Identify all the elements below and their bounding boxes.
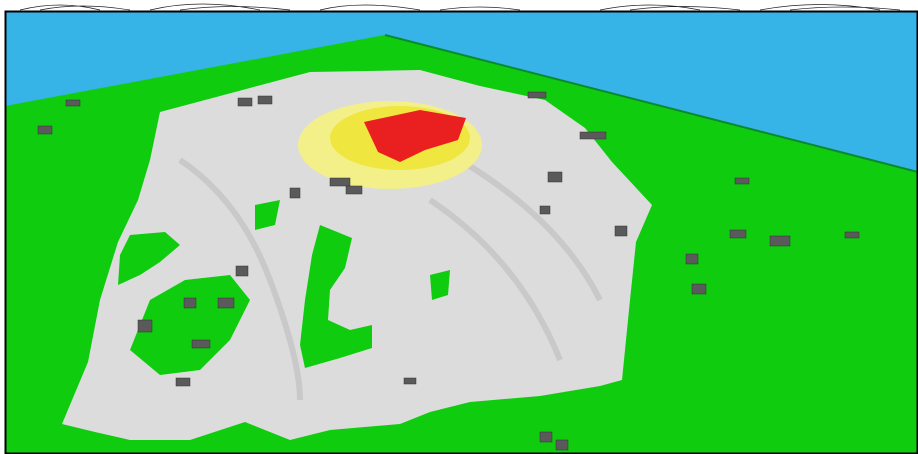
building bbox=[257, 95, 273, 105]
building bbox=[289, 187, 301, 199]
building bbox=[527, 91, 547, 99]
building bbox=[539, 205, 551, 215]
building bbox=[691, 283, 707, 295]
green-gap bbox=[255, 200, 280, 230]
building bbox=[844, 231, 860, 239]
contour-strip bbox=[0, 0, 918, 11]
inner-zone bbox=[364, 110, 466, 162]
building bbox=[769, 235, 791, 247]
building bbox=[191, 339, 211, 349]
building bbox=[329, 177, 351, 187]
horizon-ridge bbox=[384, 34, 918, 173]
building bbox=[734, 177, 750, 185]
building bbox=[729, 229, 747, 239]
building bbox=[539, 431, 553, 443]
contour-lines bbox=[19, 3, 901, 11]
building bbox=[235, 265, 249, 277]
building bbox=[403, 377, 417, 385]
building bbox=[614, 225, 628, 237]
building bbox=[345, 185, 363, 195]
building bbox=[137, 319, 153, 333]
green-gap bbox=[430, 270, 450, 300]
building bbox=[237, 97, 253, 107]
building bbox=[37, 125, 53, 135]
building bbox=[217, 297, 235, 309]
building bbox=[555, 439, 569, 451]
building bbox=[685, 253, 699, 265]
building bbox=[175, 377, 191, 387]
green-gap bbox=[118, 232, 180, 285]
building bbox=[547, 171, 563, 183]
green-gap bbox=[300, 225, 372, 368]
terrain-shading bbox=[178, 157, 603, 401]
buildings bbox=[37, 91, 860, 451]
building bbox=[65, 99, 81, 107]
building bbox=[183, 297, 197, 309]
building bbox=[579, 131, 607, 140]
